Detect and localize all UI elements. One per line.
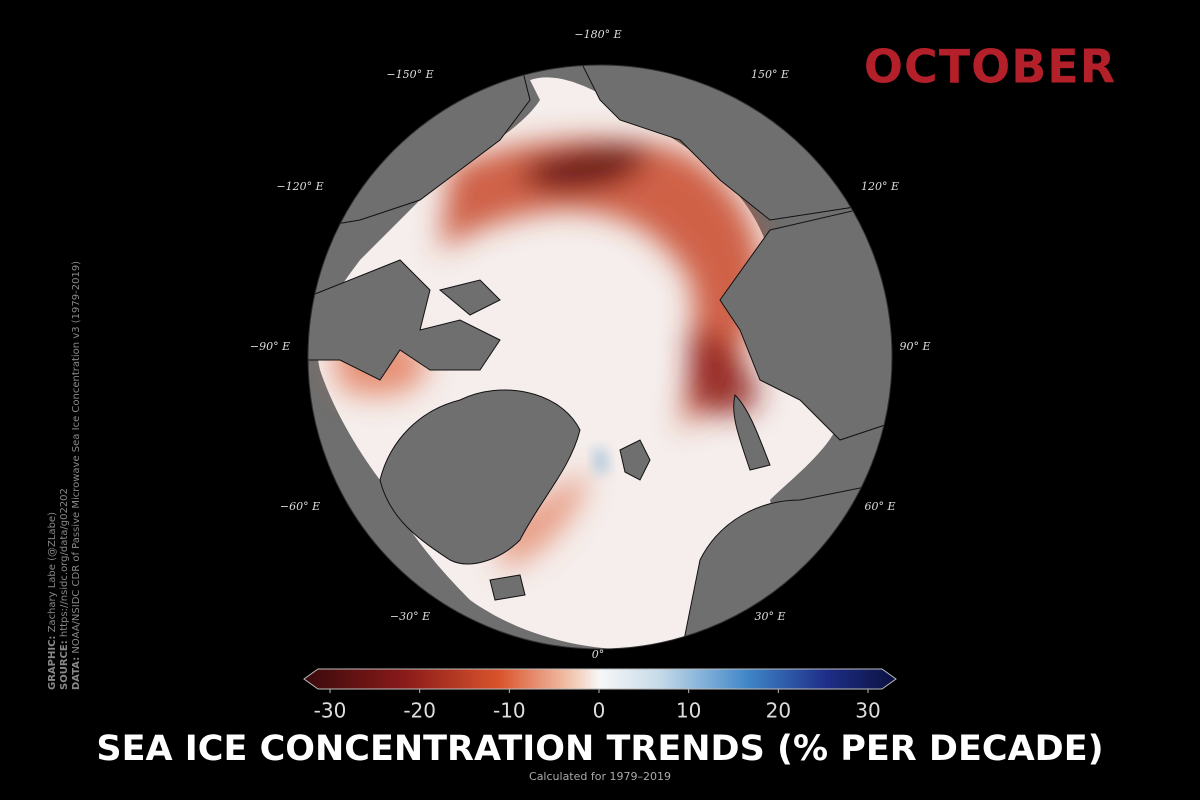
longitude-label: 120° E (861, 180, 899, 193)
colorbar-ramp (303, 668, 897, 690)
credit-line: GRAPHIC: Zachary Labe (@ZLabe) (47, 512, 58, 690)
colorbar-tick-label: 0 (593, 699, 606, 723)
polar-map: −180° E −150° E 150° E −120° E 120° E −90° E 9… (250, 28, 931, 661)
colorbar-tick-label: -30 (314, 699, 347, 723)
longitude-label: 0° (592, 648, 605, 661)
longitude-label: −90° E (250, 340, 290, 353)
longitude-label: −120° E (276, 180, 323, 193)
longitude-label: −150° E (386, 68, 433, 81)
credit-line: SOURCE: https://nsidc.org/data/g02202 (59, 488, 70, 690)
longitude-label: 90° E (899, 340, 930, 353)
longitude-label: 150° E (751, 68, 789, 81)
longitude-label: −60° E (280, 500, 320, 513)
colorbar: -30 -20 -10 0 10 20 30 (303, 668, 897, 723)
longitude-label: 30° E (754, 610, 785, 623)
main-title: SEA ICE CONCENTRATION TRENDS (% PER DECA… (96, 729, 1103, 769)
longitude-label: −30° E (390, 610, 430, 623)
credit-text: https://nsidc.org/data/g02202 (59, 488, 70, 640)
colorbar-tick-label: 30 (855, 699, 880, 723)
trend-field (330, 139, 762, 570)
colorbar-tick-label: 10 (676, 699, 701, 723)
colorbar-tick-label: 20 (766, 699, 791, 723)
colorbar-tick-label: -10 (493, 699, 526, 723)
credit-key: GRAPHIC: (47, 636, 58, 690)
credit-text: NOAA/NSIDC CDR of Passive Microwave Sea … (71, 261, 82, 657)
month-title: OCTOBER (864, 40, 1116, 94)
credit-line: DATA: NOAA/NSIDC CDR of Passive Microwav… (71, 261, 82, 690)
subtitle: Calculated for 1979–2019 (529, 770, 671, 783)
longitude-label: 60° E (864, 500, 895, 513)
colorbar-tick-label: -20 (403, 699, 436, 723)
credits: GRAPHIC: Zachary Labe (@ZLabe) SOURCE: h… (47, 261, 82, 690)
credit-key: SOURCE: (59, 640, 70, 690)
credit-text: Zachary Labe (@ZLabe) (47, 512, 58, 636)
credit-key: DATA: (71, 657, 82, 690)
longitude-label: −180° E (574, 28, 621, 41)
